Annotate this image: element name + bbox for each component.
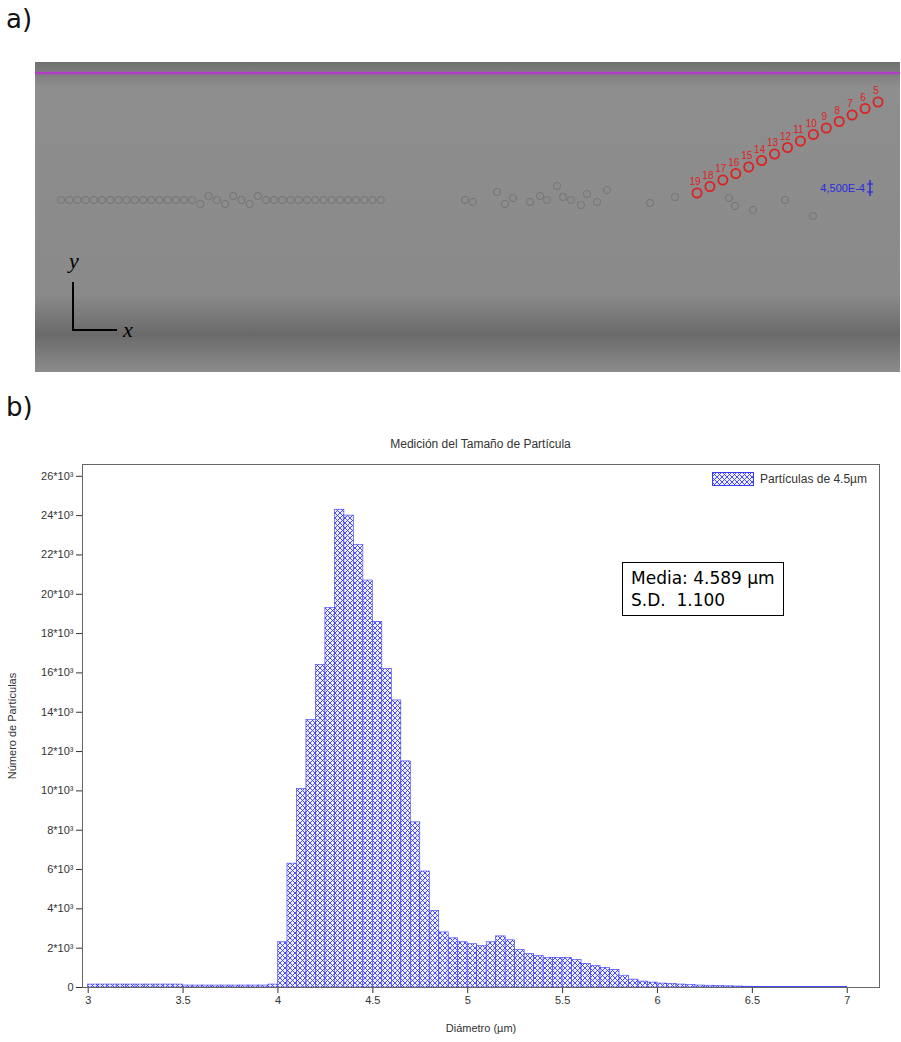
svg-text:6: 6	[654, 994, 660, 1006]
svg-text:4*10³: 4*10³	[47, 902, 74, 914]
svg-text:24*10³: 24*10³	[41, 509, 74, 521]
svg-text:Número de Partículas: Número de Partículas	[6, 672, 18, 779]
svg-text:18*10³: 18*10³	[41, 627, 74, 639]
html-text:Medición del Tamaño de Partícu: Medición del Tamaño de Partícula	[390, 437, 571, 451]
svg-text:3.5: 3.5	[175, 994, 190, 1006]
svg-text:14: 14	[754, 144, 766, 155]
svg-text:5: 5	[873, 85, 879, 96]
svg-text:13: 13	[767, 137, 779, 148]
svg-text:8: 8	[834, 105, 840, 116]
svg-text:4: 4	[275, 994, 281, 1006]
svg-text:6*10³: 6*10³	[47, 863, 74, 875]
svg-text:7: 7	[844, 994, 850, 1006]
svg-text:26*10³: 26*10³	[41, 470, 74, 482]
svg-text:19: 19	[689, 176, 701, 187]
svg-text:7: 7	[847, 98, 853, 109]
svg-text:5: 5	[465, 994, 471, 1006]
svg-text:18: 18	[702, 170, 714, 181]
svg-text:4,500E-4: 4,500E-4	[820, 182, 865, 194]
svg-text:12: 12	[780, 131, 792, 142]
svg-text:11: 11	[793, 124, 804, 135]
svg-text:4.5: 4.5	[365, 994, 380, 1006]
svg-text:y: y	[67, 248, 79, 273]
svg-text:15: 15	[741, 150, 753, 161]
svg-text:22*10³: 22*10³	[41, 548, 74, 560]
svg-text:12*10³: 12*10³	[41, 745, 74, 757]
html-text:Partículas de 4.5µm: Partículas de 4.5µm	[760, 472, 867, 486]
svg-text:14*10³: 14*10³	[41, 706, 74, 718]
svg-text:Diámetro (µm): Diámetro (µm)	[446, 1022, 517, 1034]
svg-text:17: 17	[715, 163, 727, 174]
svg-text:16*10³: 16*10³	[41, 666, 74, 678]
svg-text:5.5: 5.5	[555, 994, 570, 1006]
svg-text:0: 0	[67, 981, 73, 993]
svg-text:2*10³: 2*10³	[47, 942, 74, 954]
svg-text:10: 10	[806, 118, 818, 129]
svg-text:8*10³: 8*10³	[47, 824, 74, 836]
svg-text:10*10³: 10*10³	[41, 784, 74, 796]
html-text:S.D. 1.100: S.D. 1.100	[631, 590, 726, 611]
html-text:a): a)	[6, 4, 33, 34]
html-text:b): b)	[6, 392, 33, 422]
svg-text:6: 6	[860, 92, 866, 103]
svg-text:9: 9	[822, 111, 828, 122]
svg-text:x: x	[122, 317, 133, 342]
svg-text:16: 16	[728, 157, 740, 168]
svg-text:20*10³: 20*10³	[41, 588, 74, 600]
html-text:Media: 4.589 µm: Media: 4.589 µm	[631, 568, 775, 588]
svg-text:3: 3	[85, 994, 91, 1006]
svg-text:6.5: 6.5	[745, 994, 760, 1006]
